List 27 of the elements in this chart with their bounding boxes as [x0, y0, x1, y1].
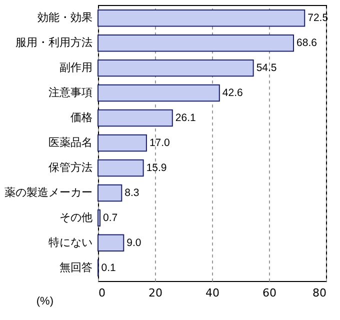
y-tick-label: 注意事項 [48, 86, 92, 100]
y-tick-label: 特にない [48, 236, 92, 249]
data-label: 54.5 [256, 62, 277, 74]
y-tick-label: 医薬品名 [48, 136, 92, 149]
y-tick-label: 効能・効果 [38, 11, 92, 24]
y-tick-label: 無回答 [60, 260, 92, 274]
data-label: 26.1 [175, 112, 196, 124]
x-tick-label: 0 [98, 286, 106, 300]
data-label: 0.7 [102, 212, 118, 224]
x-tick-label: 60 [262, 286, 276, 300]
x-tick-label: 20 [148, 286, 162, 300]
y-tick-label: 保管方法 [48, 160, 92, 174]
data-label: 9.0 [126, 236, 142, 249]
data-label: 42.6 [222, 87, 244, 100]
y-tick-label: 薬の製造メーカー [4, 186, 92, 199]
y-tick-label: 副作用 [60, 61, 92, 74]
data-label: 17.0 [149, 137, 170, 149]
y-tick-label: 価格 [70, 111, 92, 124]
y-tick-label: その他 [60, 210, 92, 224]
data-label: 8.3 [124, 186, 140, 199]
x-tick-label: 80 [312, 286, 326, 300]
data-label: 68.6 [296, 37, 318, 50]
x-axis-title: (%) [36, 296, 54, 308]
data-label: 0.1 [101, 262, 116, 274]
y-tick-label: 服用・利用方法 [16, 36, 92, 50]
data-label: 15.9 [146, 162, 167, 174]
x-tick-label: 40 [206, 286, 220, 300]
